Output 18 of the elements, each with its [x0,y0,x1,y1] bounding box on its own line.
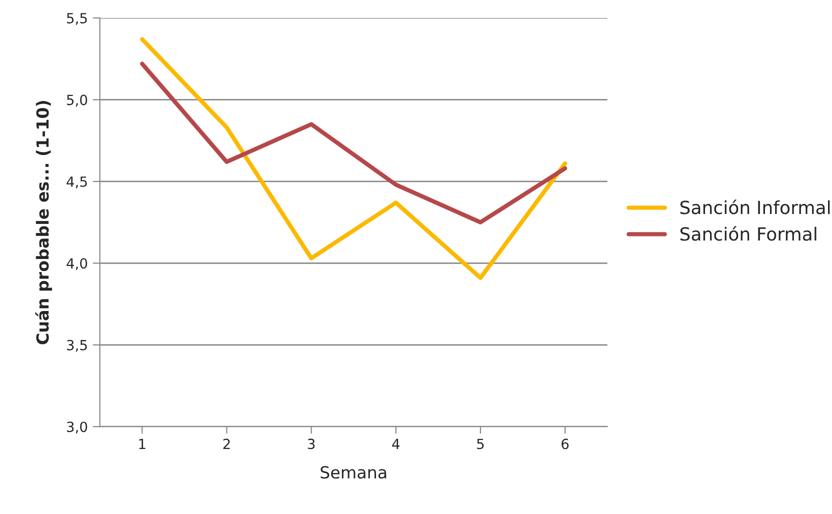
legend-label: Sanción Informal [680,200,830,214]
y-axis-title: Cuán probable es... (1-10) [35,100,52,344]
x-tick-label: 6 [562,438,569,450]
x-tick-label: 2 [223,438,230,449]
y-tick-label: 3,0 [67,422,88,434]
x-tick-label: 4 [392,438,400,449]
line-series [140,62,568,224]
x-tick-label: 5 [477,438,484,450]
y-tick-label: 5,0 [67,94,88,107]
legend-label: Sanción Formal [680,226,816,241]
x-tick-label: 1 [139,438,146,449]
y-tick-label: 5,5 [67,13,87,25]
y-tick-label: 4,5 [66,176,87,188]
x-axis-title: Semana [320,466,386,479]
line-series [140,37,568,280]
x-tick-label: 3 [308,438,315,450]
y-tick-label: 3,5 [67,340,87,352]
y-tick-label: 4,0 [66,258,88,270]
